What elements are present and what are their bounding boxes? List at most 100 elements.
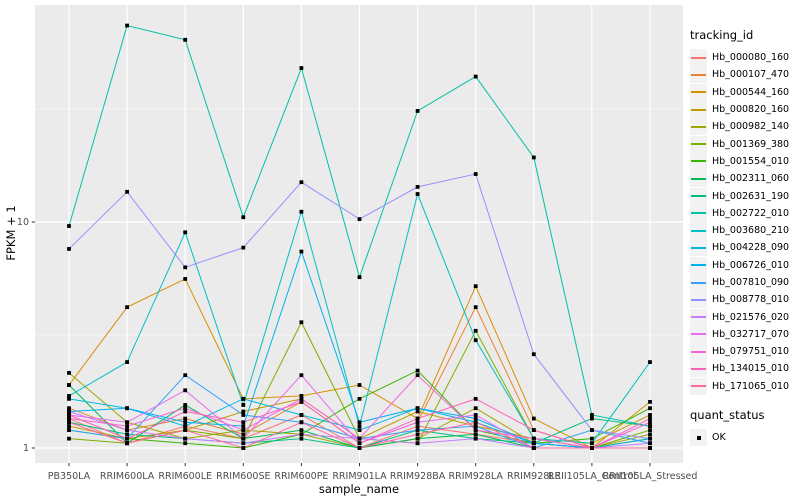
legend-key-swatch bbox=[690, 274, 707, 291]
x-tick-label: RRII105LA_Stressed bbox=[603, 471, 698, 482]
data-point bbox=[183, 230, 188, 235]
legend-item: Hb_001369_380 bbox=[690, 135, 800, 153]
data-point bbox=[415, 428, 420, 433]
data-point bbox=[590, 441, 594, 446]
legend-items: Hb_000080_160 Hb_000107_470 Hb_000544_160 H… bbox=[690, 49, 800, 395]
data-point bbox=[183, 420, 188, 425]
data-point bbox=[241, 432, 246, 437]
legend-item-label: Hb_000820_160 bbox=[712, 104, 790, 116]
data-point bbox=[125, 441, 129, 446]
data-point bbox=[183, 403, 188, 407]
legend-item: Hb_008778_010 bbox=[690, 291, 800, 309]
legend-line-icon bbox=[691, 73, 706, 76]
data-point bbox=[67, 383, 71, 387]
legend-item-label: Hb_134015_010 bbox=[712, 363, 790, 375]
data-point bbox=[67, 247, 71, 251]
data-point bbox=[415, 424, 420, 428]
data-point bbox=[299, 373, 304, 378]
data-point bbox=[125, 305, 129, 310]
data-point bbox=[241, 436, 246, 441]
data-point bbox=[67, 409, 71, 414]
data-point bbox=[241, 403, 246, 407]
y-tick-label: 1 bbox=[23, 443, 29, 454]
data-point bbox=[473, 396, 478, 401]
legend-key-swatch bbox=[690, 101, 707, 119]
legend-item: Hb_002311_060 bbox=[690, 170, 800, 188]
data-point bbox=[125, 189, 129, 194]
data-point bbox=[357, 420, 362, 425]
legend-item: Hb_000107_470 bbox=[690, 66, 800, 84]
legend-title-tracking-id: tracking_id bbox=[690, 28, 754, 42]
legend-item: Hb_003680_210 bbox=[690, 222, 800, 240]
data-point bbox=[67, 420, 71, 425]
data-point bbox=[183, 37, 188, 42]
legend-item-label: OK bbox=[712, 432, 726, 444]
legend-line-icon bbox=[691, 281, 706, 284]
legend-key-swatch bbox=[690, 187, 707, 205]
x-tick-label: RRII105LA_Control bbox=[548, 471, 636, 482]
legend-line-icon bbox=[691, 264, 706, 267]
legend-line-icon bbox=[691, 91, 706, 94]
x-tick-label: RRIM928LE bbox=[507, 471, 561, 482]
legend-key-swatch bbox=[690, 325, 707, 343]
data-point bbox=[241, 413, 246, 417]
data-point bbox=[241, 420, 246, 425]
data-point bbox=[531, 416, 536, 421]
data-point bbox=[357, 441, 362, 446]
data-point bbox=[299, 396, 304, 401]
legend-key-swatch bbox=[690, 204, 707, 222]
data-point bbox=[648, 413, 652, 417]
legend-key-swatch bbox=[690, 377, 707, 395]
legend-key-swatch bbox=[690, 83, 707, 101]
legend-item-label: Hb_000080_160 bbox=[712, 52, 790, 64]
legend-item-label: Hb_000107_470 bbox=[712, 69, 790, 81]
data-point bbox=[183, 265, 188, 270]
x-axis-title: sample_name bbox=[318, 482, 400, 496]
x-tick-label: PB350LA bbox=[48, 471, 91, 482]
data-point bbox=[473, 436, 478, 441]
quant-ok-point-icon bbox=[696, 435, 701, 440]
data-point bbox=[357, 446, 362, 450]
data-point bbox=[125, 420, 129, 425]
data-point bbox=[125, 428, 129, 433]
data-point bbox=[299, 428, 304, 433]
data-point bbox=[241, 396, 246, 401]
legend-item-label: Hb_000982_140 bbox=[712, 121, 790, 133]
legend-item: Hb_021576_020 bbox=[690, 308, 800, 326]
data-point bbox=[183, 409, 188, 414]
data-point bbox=[473, 305, 478, 310]
data-point bbox=[299, 432, 304, 437]
data-point bbox=[473, 284, 478, 289]
legend-item-label: Hb_000544_160 bbox=[712, 86, 790, 98]
legend-line-icon bbox=[691, 367, 706, 370]
legend-key-swatch bbox=[690, 256, 707, 274]
data-point bbox=[183, 277, 188, 281]
data-point bbox=[241, 428, 246, 433]
data-point bbox=[473, 420, 478, 425]
data-point bbox=[125, 406, 129, 411]
data-point bbox=[648, 428, 652, 433]
legend-line-icon bbox=[691, 125, 706, 128]
data-point bbox=[299, 320, 304, 325]
data-point bbox=[473, 74, 478, 79]
legend-item-label: Hb_007810_090 bbox=[712, 277, 790, 288]
data-point bbox=[67, 406, 71, 411]
legend-key-swatch bbox=[690, 429, 707, 447]
data-point bbox=[241, 446, 246, 450]
data-point bbox=[67, 424, 71, 428]
data-point bbox=[67, 416, 71, 421]
data-point bbox=[299, 436, 304, 441]
legend-line-icon bbox=[691, 385, 706, 388]
legend-line-icon bbox=[691, 350, 706, 353]
legend-item: Hb_032717_070 bbox=[690, 325, 800, 343]
legend-key-swatch bbox=[690, 308, 707, 326]
legend-line-icon bbox=[691, 108, 706, 111]
data-point bbox=[415, 432, 420, 437]
legend-key-swatch bbox=[690, 135, 707, 153]
data-point bbox=[473, 413, 478, 417]
data-point bbox=[648, 420, 652, 425]
data-point bbox=[590, 428, 594, 433]
